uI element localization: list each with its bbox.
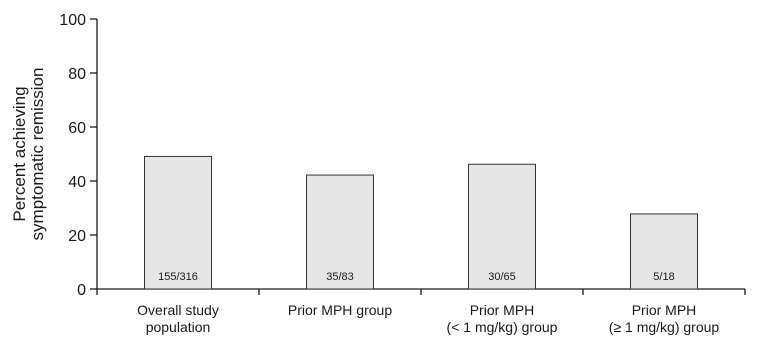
- x-axis: [96, 288, 746, 295]
- x-category-label: Prior MPH (≥ 1 mg/kg) group: [609, 302, 720, 335]
- y-axis-title: Percent achievingsymptomatic remission: [10, 68, 47, 241]
- bar: [468, 163, 536, 290]
- category-labels: Overall study population Prior MPH group Pr…: [137, 302, 719, 335]
- bar-count-labels: 155/316 35/83 30/65 5/18: [158, 271, 675, 283]
- y-tick-label: 60: [68, 120, 86, 137]
- x-category-label: Prior MPH (< 1 mg/kg) group: [447, 302, 558, 335]
- y-axis: 0 20 40 60 80 100: [59, 12, 98, 299]
- bars: [144, 155, 698, 290]
- bar: [144, 155, 212, 290]
- y-tick-label: 100: [59, 12, 86, 29]
- bar: [306, 174, 374, 290]
- y-tick-label: 0: [77, 282, 86, 299]
- y-tick-label: 80: [68, 66, 86, 83]
- y-tick-label: 40: [68, 174, 86, 191]
- bar-count-label: 30/65: [488, 271, 516, 283]
- bar-count-label: 5/18: [653, 271, 674, 283]
- y-tick-label: 20: [68, 228, 86, 245]
- y-axis-label: Percent achievingsymptomatic remission: [10, 68, 47, 241]
- bar: [630, 213, 698, 290]
- bar-count-label: 155/316: [158, 271, 198, 283]
- x-category-label: Prior MPH group: [288, 302, 392, 318]
- bar-count-label: 35/83: [326, 271, 354, 283]
- x-category-label: Overall study population: [137, 302, 219, 335]
